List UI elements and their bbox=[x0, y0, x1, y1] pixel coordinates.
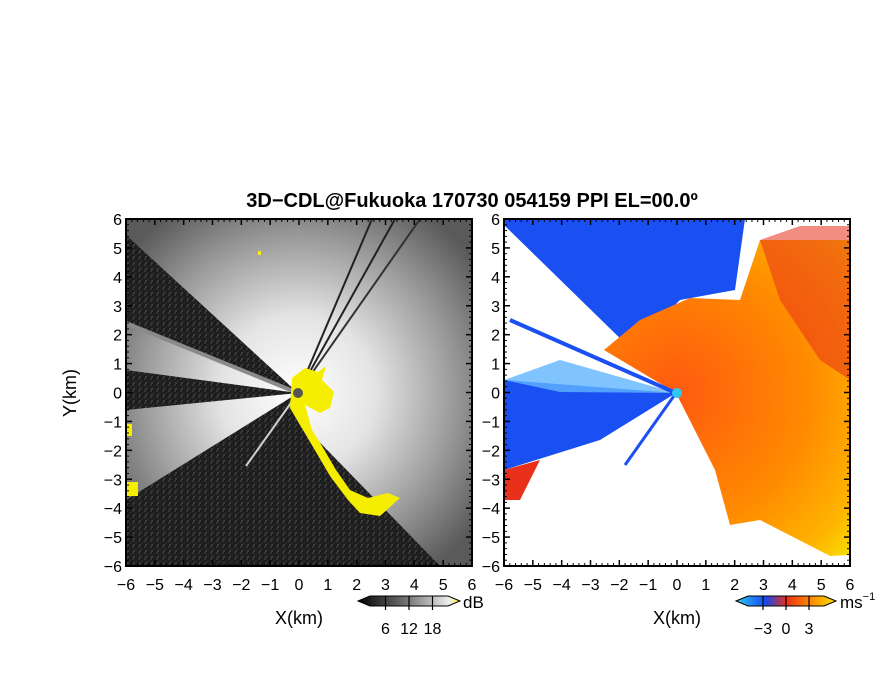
x-tick-label: −5 bbox=[524, 577, 542, 594]
colorbar-tick-label: 0 bbox=[782, 621, 791, 638]
strong-echo bbox=[290, 366, 400, 516]
x-tick-label: 2 bbox=[730, 577, 739, 594]
y-tick-label: 5 bbox=[113, 241, 122, 258]
x-tick-label: −2 bbox=[610, 577, 628, 594]
x-tick-label: −5 bbox=[146, 577, 164, 594]
velocity-field-receding bbox=[604, 240, 850, 556]
velocity-field-approaching bbox=[504, 219, 745, 393]
y-tick-label: 4 bbox=[491, 270, 500, 287]
y-tick-label: −2 bbox=[104, 443, 122, 460]
y-tick-label: 0 bbox=[113, 386, 122, 403]
y-tick-label: −4 bbox=[104, 501, 122, 518]
y-tick-label: 0 bbox=[491, 386, 500, 403]
reflectivity-colorbar: dB 6 12 18 bbox=[356, 593, 484, 638]
x-tick-label: −3 bbox=[581, 577, 599, 594]
colorbar-tick-label: 6 bbox=[381, 621, 390, 638]
x-tick-label: 0 bbox=[673, 577, 682, 594]
x-tick-label: −1 bbox=[639, 577, 657, 594]
y-tick-label: 5 bbox=[491, 241, 500, 258]
velocity-spoke bbox=[623, 392, 678, 466]
colorbar-tick-label: 18 bbox=[424, 621, 442, 638]
strong-echo bbox=[258, 251, 261, 255]
left-axis-ticks: −6 −5 −4 −3 −2 −1 0 1 2 3 4 5 6 6 5 4 3 2 1 0 −1 −2 −3 −4 −5 −6 bbox=[104, 212, 477, 594]
x-tick-label: 6 bbox=[846, 577, 855, 594]
y-tick-label: −2 bbox=[482, 443, 500, 460]
y-tick-label: −3 bbox=[104, 472, 122, 489]
radar-site-marker bbox=[293, 388, 303, 398]
y-tick-label: 4 bbox=[113, 270, 122, 287]
x-tick-label: 1 bbox=[701, 577, 710, 594]
y-tick-label: −5 bbox=[104, 530, 122, 547]
y-tick-label: −6 bbox=[482, 559, 500, 576]
colorbar-unit: ms−1 bbox=[840, 591, 875, 612]
y-tick-label: −4 bbox=[482, 501, 500, 518]
x-tick-label: −3 bbox=[203, 577, 221, 594]
x-tick-label: −6 bbox=[117, 577, 135, 594]
colorbar-ticks: −3 0 3 bbox=[754, 596, 814, 638]
x-tick-label: 4 bbox=[788, 577, 797, 594]
strong-echo bbox=[126, 424, 132, 436]
left-x-axis-label: X(km) bbox=[275, 608, 323, 628]
left-y-axis-label: Y(km) bbox=[60, 369, 80, 417]
y-tick-label: −6 bbox=[104, 559, 122, 576]
right-axis-ticks: −6 −5 −4 −3 −2 −1 0 1 2 3 4 5 6 6 5 4 3 2 1 0 −1 −2 −3 −4 −5 −6 bbox=[482, 212, 855, 594]
velocity-field-mixed bbox=[760, 226, 850, 380]
radar-site-marker bbox=[672, 388, 682, 398]
velocity-field-mixed bbox=[504, 460, 540, 500]
x-tick-label: 1 bbox=[323, 577, 332, 594]
y-tick-label: −1 bbox=[104, 414, 122, 431]
x-tick-label: −2 bbox=[232, 577, 250, 594]
figure-title: 3D−CDL@Fukuoka 170730 054159 PPI EL=00.0… bbox=[246, 190, 698, 212]
y-tick-label: 6 bbox=[491, 212, 500, 229]
velocity-colorbar: ms−1 −3 0 3 bbox=[734, 591, 875, 638]
velocity-spoke bbox=[509, 318, 677, 395]
strong-echo bbox=[126, 482, 138, 496]
x-tick-label: 0 bbox=[295, 577, 304, 594]
colorbar-unit: dB bbox=[463, 593, 484, 612]
x-tick-label: −4 bbox=[175, 577, 193, 594]
y-tick-label: 1 bbox=[113, 357, 122, 374]
x-tick-label: 3 bbox=[759, 577, 768, 594]
x-tick-label: −4 bbox=[553, 577, 571, 594]
blockage-line bbox=[297, 219, 396, 394]
y-tick-label: −5 bbox=[482, 530, 500, 547]
x-tick-label: 5 bbox=[439, 577, 448, 594]
velocity-field-approaching bbox=[504, 380, 676, 470]
y-tick-label: 3 bbox=[491, 299, 500, 316]
colorbar-tick-label: 12 bbox=[400, 621, 418, 638]
y-tick-label: −3 bbox=[482, 472, 500, 489]
x-tick-label: −6 bbox=[495, 577, 513, 594]
colorbar-tick-label: −3 bbox=[754, 621, 772, 638]
x-tick-label: 3 bbox=[381, 577, 390, 594]
right-panel: −6 −5 −4 −3 −2 −1 0 1 2 3 4 5 6 6 5 4 3 2 1 0 −1 −2 −3 −4 −5 −6 X… bbox=[482, 212, 875, 638]
blockage-line bbox=[297, 219, 421, 394]
colorbar-ticks: 6 12 18 bbox=[381, 596, 442, 638]
y-tick-label: −1 bbox=[482, 414, 500, 431]
y-tick-label: 6 bbox=[113, 212, 122, 229]
y-tick-label: 2 bbox=[113, 328, 122, 345]
blockage-line bbox=[245, 392, 299, 467]
velocity-near-zero bbox=[504, 360, 676, 393]
x-tick-label: −1 bbox=[261, 577, 279, 594]
x-tick-label: 4 bbox=[410, 577, 419, 594]
x-tick-label: 5 bbox=[817, 577, 826, 594]
x-tick-label: 2 bbox=[352, 577, 361, 594]
y-tick-label: 3 bbox=[113, 299, 122, 316]
blockage-line bbox=[126, 321, 299, 395]
colorbar-tick-label: 3 bbox=[805, 621, 814, 638]
x-tick-label: 6 bbox=[468, 577, 477, 594]
left-plot-area bbox=[126, 219, 472, 566]
right-x-axis-label: X(km) bbox=[653, 608, 701, 628]
blockage-line bbox=[297, 219, 373, 394]
right-plot-area bbox=[504, 219, 850, 566]
y-tick-label: 2 bbox=[491, 328, 500, 345]
y-tick-label: 1 bbox=[491, 357, 500, 374]
